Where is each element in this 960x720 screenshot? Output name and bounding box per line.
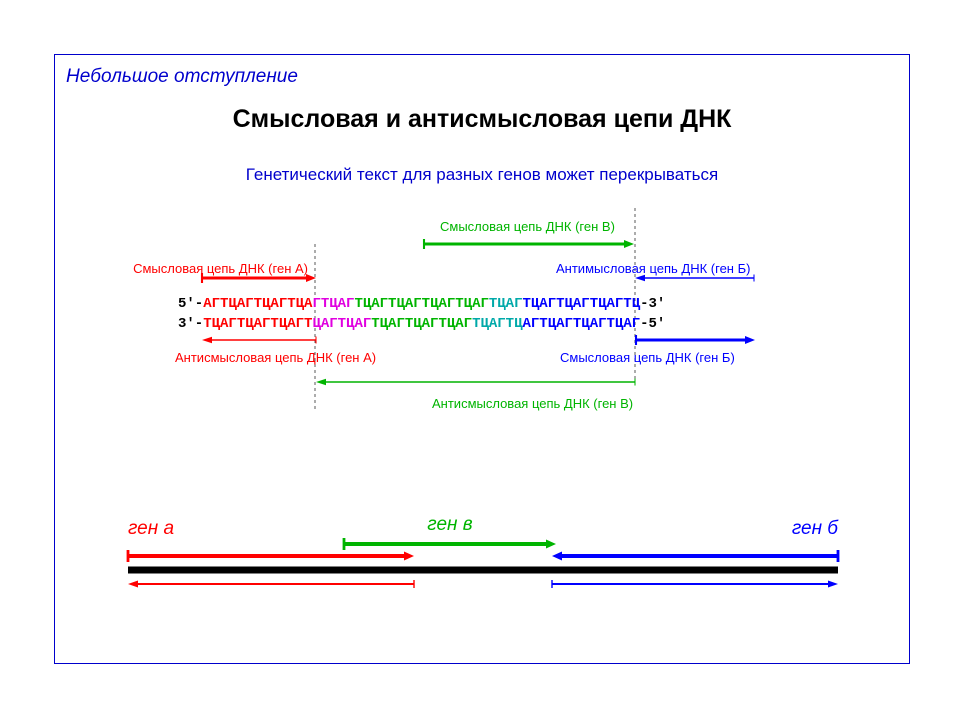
dna-sequence-top: 5'-АГТЦАГТЦАГТЦАГТЦАГТЦАГТЦАГТЦАГТЦАГТЦА… xyxy=(178,296,665,312)
diagram-svg xyxy=(0,0,960,720)
diagram-label: Смысловая цепь ДНК (ген А) xyxy=(133,261,308,276)
diagram-label: Антисмысловая цепь ДНК (ген А) xyxy=(175,350,376,365)
dna-sequence-bottom: 3'-ТЦАГТЦАГТЦАГТЦАГТЦАГТЦАГТЦАГТЦАГТЦАГТ… xyxy=(178,316,665,332)
diagram-label: Антисмысловая цепь ДНК (ген В) xyxy=(432,396,633,411)
gene-label: ген б xyxy=(792,518,838,540)
diagram-label: Антимысловая цепь ДНК (ген Б) xyxy=(556,261,750,276)
diagram-label: Смысловая цепь ДНК (ген В) xyxy=(440,219,615,234)
diagram-label: Смысловая цепь ДНК (ген Б) xyxy=(560,350,735,365)
gene-label: ген в xyxy=(427,514,472,536)
gene-label: ген а xyxy=(128,518,174,540)
